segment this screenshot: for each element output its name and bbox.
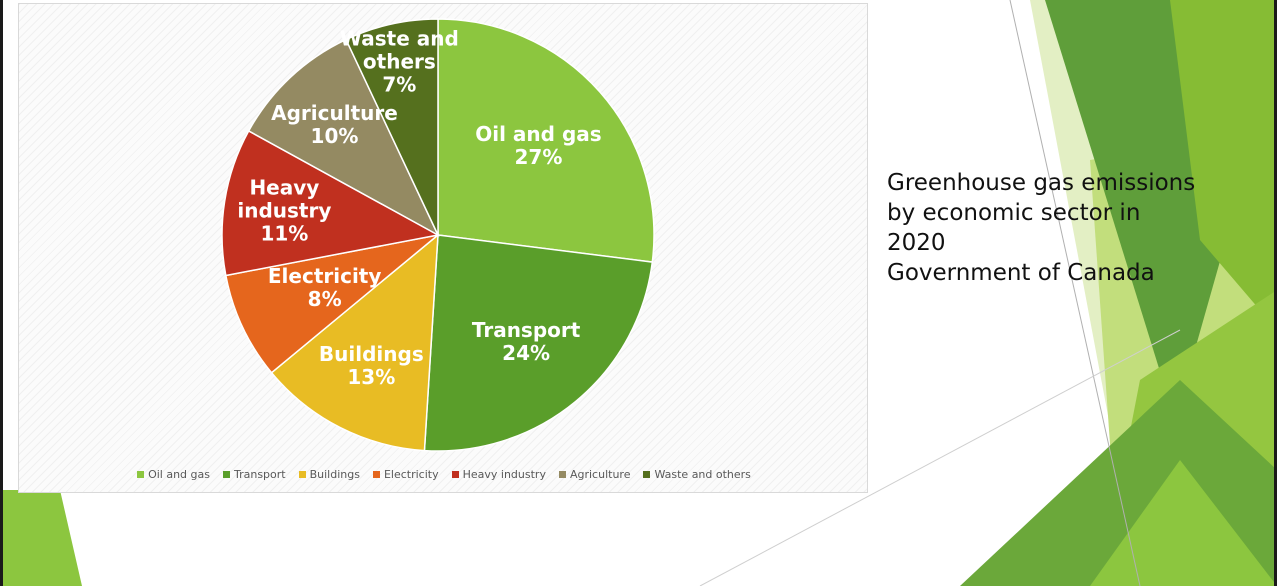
data-label-agriculture: Agriculture 10%	[271, 100, 398, 148]
legend-label: Electricity	[383, 468, 439, 481]
data-label-line: Waste and	[339, 26, 459, 51]
pie-slice-waste-and-others	[345, 18, 439, 236]
legend-swatch	[451, 471, 459, 478]
data-label-buildings: Buildings 13%	[318, 341, 424, 389]
legend-item-electricity: Electricity	[372, 468, 439, 481]
legend-label: Transport	[233, 468, 286, 481]
deco-line-2	[699, 329, 1181, 586]
data-label-line: 13%	[347, 364, 396, 389]
data-label-waste-and-others: Waste and others 7%	[339, 26, 459, 97]
caption-line-2: by economic sector in	[887, 200, 1141, 226]
pie-slice-heavy-industry	[221, 129, 441, 277]
data-label-line: 11%	[260, 221, 309, 246]
data-label-line: Heavy	[249, 175, 320, 200]
legend-label: Oil and gas	[148, 468, 210, 481]
data-label-line: others	[362, 49, 436, 74]
data-label-line: 8%	[307, 287, 342, 312]
deco-facet-bright	[1170, 0, 1277, 330]
data-label-line: 7%	[382, 72, 417, 97]
data-label-line: Electricity	[267, 264, 382, 289]
data-label-line: Transport	[471, 317, 581, 342]
data-label-oil-and-gas: Oil and gas 27%	[475, 123, 601, 169]
legend-swatch	[137, 471, 145, 478]
pie-slice-electricity	[224, 234, 439, 374]
legend-swatch	[643, 471, 651, 478]
legend-label: Buildings	[309, 468, 360, 481]
legend-item-buildings: Buildings	[298, 468, 360, 481]
legend-item-transport: Transport	[222, 468, 286, 481]
deco-line-1	[1009, 0, 1141, 586]
data-label-line: 10%	[310, 123, 359, 148]
data-label-transport: Transport 24%	[471, 317, 581, 365]
legend-item-heavy-industry: Heavy industry	[451, 468, 546, 481]
data-label-line: Oil and gas	[475, 122, 602, 147]
pie-slice-oil-and-gas	[437, 18, 655, 263]
legend-swatch	[222, 471, 230, 478]
pie-slice-buildings	[270, 233, 439, 452]
data-label-electricity: Electricity 8%	[268, 265, 382, 311]
data-label-line: 27%	[514, 145, 563, 170]
pie-slice-transport	[423, 234, 654, 452]
data-label-line: Buildings	[318, 341, 424, 366]
deco-corner-bottom-left	[0, 490, 82, 586]
pie-chart	[221, 18, 655, 452]
legend-swatch	[372, 471, 380, 478]
caption-line-3: 2020	[887, 230, 946, 256]
legend-item-oil-and-gas: Oil and gas	[137, 468, 210, 481]
legend-item-waste-and-others: Waste and others	[643, 468, 751, 481]
legend-label: Agriculture	[569, 468, 631, 481]
data-label-heavy-industry: Heavy industry 11%	[237, 176, 331, 245]
legend-item-agriculture: Agriculture	[558, 468, 631, 481]
legend-swatch	[298, 471, 306, 478]
data-label-line: industry	[237, 198, 332, 223]
legend-label: Heavy industry	[462, 468, 546, 481]
data-label-line: Agriculture	[271, 100, 398, 125]
caption-line-4: Government of Canada	[887, 260, 1155, 286]
pie-slice-agriculture	[247, 38, 440, 237]
legend-label: Waste and others	[654, 468, 751, 481]
legend: Oil and gas Transport Buildings Electricity…	[19, 468, 869, 481]
slide-caption: Greenhouse gas emissions by economic sec…	[887, 168, 1217, 288]
legend-swatch	[558, 471, 566, 478]
caption-line-1: Greenhouse gas emissions	[887, 170, 1196, 196]
chart-area: Oil and gas 27% Transport 24% Buildings 13% El…	[18, 3, 868, 493]
data-label-line: 24%	[502, 340, 551, 365]
deco-facet-bottom-bright	[1090, 460, 1277, 586]
